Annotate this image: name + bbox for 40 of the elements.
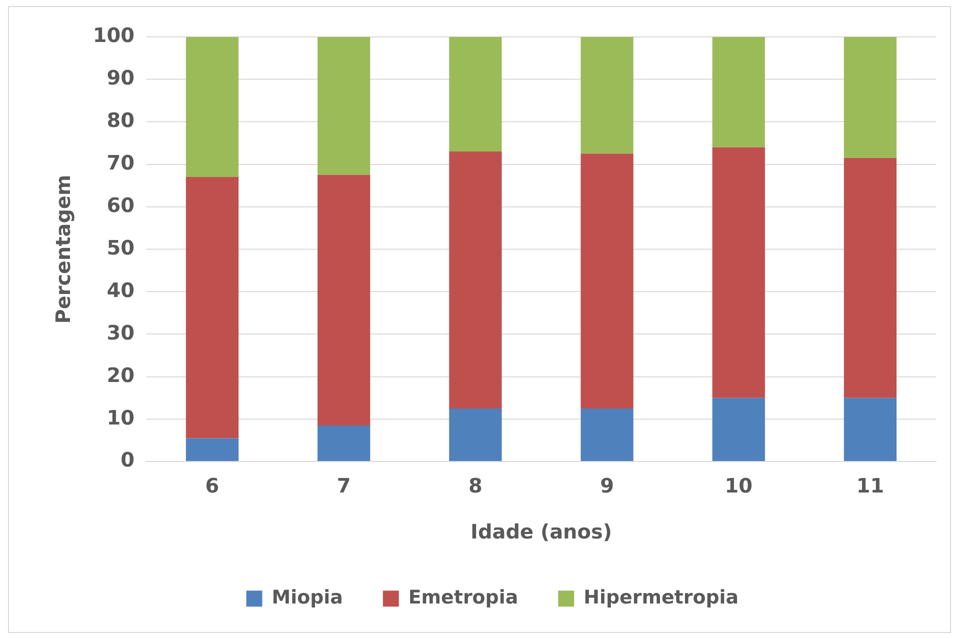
x-tick-label: 8 [468, 474, 482, 498]
y-tick-label: 100 [92, 23, 134, 48]
bar [318, 425, 370, 462]
y-tick-label: 70 [106, 150, 134, 174]
bar [580, 408, 634, 462]
x-tick-label: 9 [600, 474, 614, 498]
bar [186, 438, 239, 462]
y-axis-title: Percentagem [51, 174, 76, 324]
bar [449, 152, 502, 408]
x-tick-label: 6 [205, 474, 220, 498]
bar [318, 36, 370, 175]
y-tick-label: 60 [106, 192, 134, 217]
bar [712, 36, 765, 148]
bar [449, 36, 502, 152]
legend-label: Miopia [272, 586, 343, 609]
y-tick-label: 50 [106, 235, 134, 260]
y-tick-label: 30 [106, 320, 134, 344]
legend-label: Hipermetropia [584, 586, 739, 609]
bar [580, 36, 634, 154]
y-tick-label: 0 [120, 448, 134, 472]
x-tick-label: 7 [336, 474, 351, 498]
bar [712, 398, 765, 462]
bar [844, 398, 897, 462]
bar [844, 36, 897, 158]
bar [844, 158, 897, 398]
y-tick-label: 40 [106, 278, 134, 302]
y-tick-label: 10 [106, 405, 134, 430]
bar [449, 408, 502, 462]
x-tick-label: 10 [724, 474, 753, 498]
legend-label: Emetropia [408, 586, 518, 609]
x-axis-title: Idade (anos) [470, 520, 612, 544]
bar [712, 147, 765, 398]
bar [318, 174, 370, 426]
bar [186, 36, 239, 178]
bar [186, 177, 239, 438]
y-tick-label: 90 [106, 66, 134, 90]
y-tick-label: 20 [106, 362, 134, 387]
y-tick-label: 80 [106, 108, 134, 132]
bar [580, 154, 634, 408]
x-tick-label: 11 [856, 474, 884, 498]
